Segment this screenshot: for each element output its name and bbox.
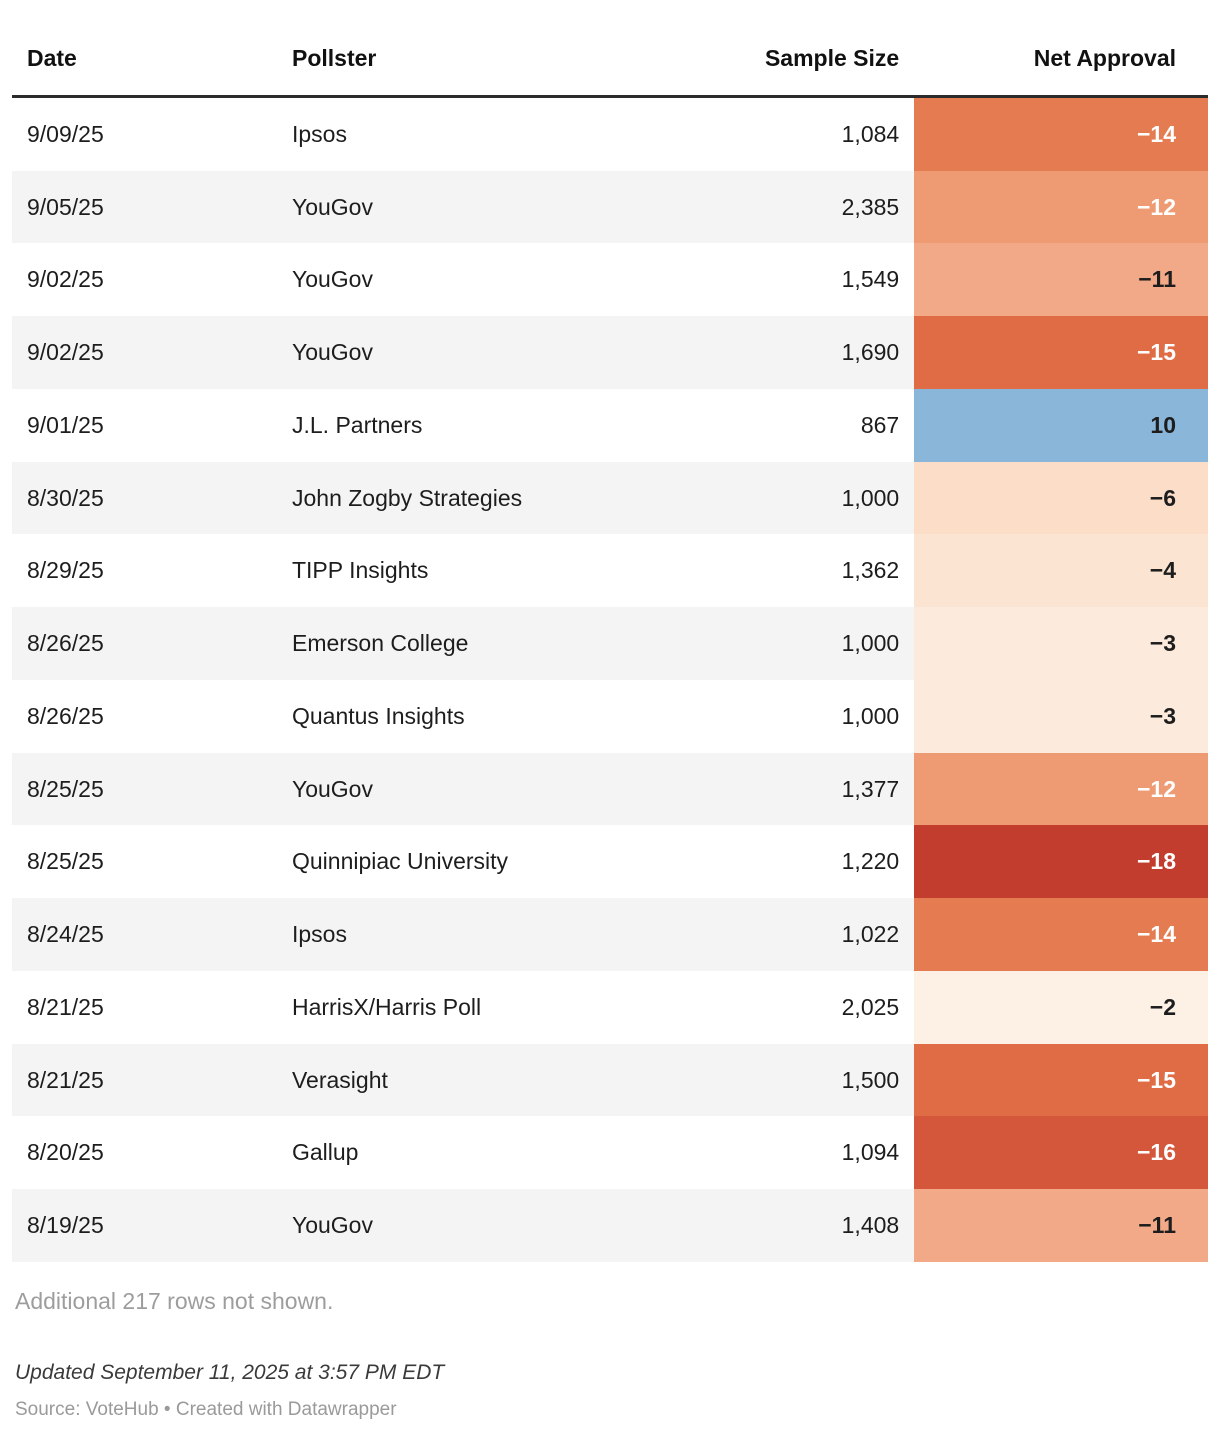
cell-pollster: Quinnipiac University — [291, 848, 509, 875]
cell-date: 9/05/25 — [27, 193, 104, 220]
cell-sample-size: 1,408 — [841, 1212, 900, 1238]
cell-pollster: Emerson College — [291, 630, 469, 656]
cell-pollster: Ipsos — [291, 120, 347, 147]
table-row: 8/26/25 Emerson College 1,000 −3 — [12, 607, 1208, 680]
table-row: 8/21/25 HarrisX/Harris Poll 2,025 −2 — [12, 970, 1208, 1044]
cell-net-approval: −11 — [914, 243, 1208, 316]
cell-pollster: YouGov — [291, 193, 373, 220]
table-row: 9/09/25 Ipsos 1,084 −14 — [12, 96, 1208, 171]
cell-date: 9/01/25 — [27, 411, 104, 438]
cell-sample-size: 1,022 — [841, 921, 900, 947]
cell-sample-size: 1,362 — [841, 557, 900, 584]
cell-pollster: HarrisX/Harris Poll — [291, 993, 482, 1020]
cell-sample-size: 1,549 — [841, 266, 900, 293]
cell-date: 8/24/25 — [27, 921, 104, 947]
table-row: 8/25/25 YouGov 1,377 −12 — [12, 752, 1208, 826]
cell-net-approval: −12 — [914, 752, 1208, 826]
cell-pollster: John Zogby Strategies — [291, 484, 523, 511]
cell-date: 8/25/25 — [27, 775, 104, 802]
table-row: 9/05/25 YouGov 2,385 −12 — [12, 170, 1208, 244]
cell-date: 8/21/25 — [27, 1066, 104, 1093]
cell-net-approval: −14 — [914, 898, 1208, 971]
cell-net-approval: −15 — [914, 316, 1208, 389]
cell-net-approval: −15 — [914, 1043, 1208, 1117]
cell-date: 9/02/25 — [27, 339, 104, 365]
cell-sample-size: 1,500 — [841, 1066, 900, 1093]
cell-pollster: YouGov — [291, 339, 373, 365]
cell-pollster: YouGov — [291, 266, 373, 293]
cell-net-approval: −3 — [914, 607, 1208, 680]
header-date: Date — [12, 30, 277, 98]
header-pollster: Pollster — [276, 30, 679, 98]
cell-pollster: YouGov — [291, 1212, 373, 1238]
table-row: 8/21/25 Verasight 1,500 −15 — [12, 1043, 1208, 1117]
cell-net-approval: −4 — [914, 534, 1208, 607]
table-row: 8/26/25 Quantus Insights 1,000 −3 — [12, 679, 1208, 753]
table-row: 8/20/25 Gallup 1,094 −16 — [12, 1116, 1208, 1189]
cell-date: 8/29/25 — [27, 557, 104, 584]
cell-sample-size: 1,377 — [841, 775, 900, 802]
cell-pollster: Ipsos — [291, 921, 347, 947]
cell-net-approval: −18 — [914, 825, 1208, 898]
cell-sample-size: 1,220 — [841, 848, 900, 875]
header-net-approval: Net Approval — [914, 30, 1208, 98]
cell-net-approval: −16 — [914, 1116, 1208, 1189]
header-sample-size: Sample Size — [678, 30, 915, 98]
cell-pollster: J.L. Partners — [291, 411, 423, 438]
additional-rows-note: Additional 217 rows not shown. — [15, 1287, 334, 1314]
cell-sample-size: 2,385 — [841, 193, 900, 220]
cell-pollster: TIPP Insights — [291, 557, 429, 584]
table-row: 8/29/25 TIPP Insights 1,362 −4 — [12, 534, 1208, 607]
cell-pollster: Verasight — [291, 1066, 388, 1093]
cell-sample-size: 1,000 — [841, 630, 900, 656]
cell-pollster: Gallup — [291, 1139, 359, 1166]
table-row: 8/25/25 Quinnipiac University 1,220 −18 — [12, 825, 1208, 898]
cell-date: 8/26/25 — [27, 702, 104, 729]
table-body: 9/09/25 Ipsos 1,084 −14 9/05/25 YouGov 2… — [12, 96, 1208, 1262]
poll-table: Date Pollster Sample Size Net Approval 9… — [12, 30, 1208, 1262]
cell-sample-size: 1,000 — [841, 702, 900, 729]
cell-net-approval: −11 — [914, 1189, 1208, 1262]
source-attribution: Source: VoteHub • Created with Datawrapp… — [15, 1398, 397, 1420]
cell-net-approval: −12 — [914, 170, 1208, 244]
table-row: 8/30/25 John Zogby Strategies 1,000 −6 — [12, 461, 1208, 535]
cell-net-approval: −2 — [914, 970, 1208, 1044]
cell-sample-size: 867 — [860, 411, 900, 438]
table-row: 9/02/25 YouGov 1,690 −15 — [12, 316, 1208, 389]
cell-net-approval: −6 — [914, 461, 1208, 535]
table-row: 9/02/25 YouGov 1,549 −11 — [12, 243, 1208, 316]
cell-date: 8/25/25 — [27, 848, 104, 875]
cell-date: 8/20/25 — [27, 1139, 104, 1166]
cell-date: 8/30/25 — [27, 484, 104, 511]
cell-date: 9/02/25 — [27, 266, 104, 293]
header-row: Date Pollster Sample Size Net Approval — [12, 30, 1208, 98]
updated-timestamp: Updated September 11, 2025 at 3:57 PM ED… — [15, 1360, 445, 1384]
table-row: 8/24/25 Ipsos 1,022 −14 — [12, 898, 1208, 971]
cell-net-approval: −14 — [914, 96, 1208, 171]
cell-date: 9/09/25 — [27, 120, 104, 147]
table-header: Date Pollster Sample Size Net Approval — [12, 30, 1208, 98]
cell-net-approval: −3 — [914, 679, 1208, 753]
table-row: 8/19/25 YouGov 1,408 −11 — [12, 1189, 1208, 1262]
cell-date: 8/26/25 — [27, 630, 104, 656]
cell-sample-size: 1,690 — [841, 339, 900, 365]
table-row: 9/01/25 J.L. Partners 867 10 — [12, 388, 1208, 462]
cell-sample-size: 2,025 — [841, 993, 900, 1020]
cell-sample-size: 1,084 — [841, 120, 900, 147]
cell-date: 8/19/25 — [27, 1212, 104, 1238]
cell-pollster: YouGov — [291, 775, 373, 802]
cell-pollster: Quantus Insights — [291, 702, 465, 729]
cell-sample-size: 1,000 — [841, 484, 900, 511]
cell-date: 8/21/25 — [27, 993, 104, 1020]
cell-net-approval: 10 — [914, 388, 1208, 462]
cell-sample-size: 1,094 — [841, 1139, 900, 1166]
